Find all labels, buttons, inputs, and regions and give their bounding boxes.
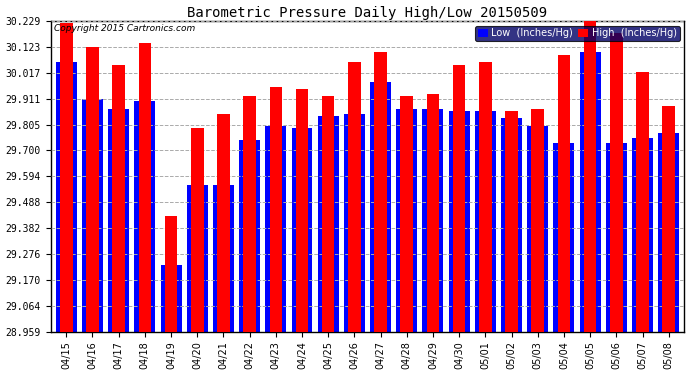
Bar [213,184,234,375]
Bar [112,64,125,375]
Title: Barometric Pressure Daily High/Low 20150509: Barometric Pressure Daily High/Low 20150… [188,6,548,20]
Bar [475,111,496,375]
Bar [344,114,365,375]
Bar [322,96,335,375]
Bar [426,94,440,375]
Bar [505,111,518,375]
Bar [400,96,413,375]
Bar [244,96,256,375]
Bar [662,106,675,375]
Bar [479,62,492,375]
Bar [370,82,391,375]
Bar [453,64,466,375]
Bar [108,109,129,375]
Bar [161,266,181,375]
Bar [610,33,622,375]
Bar [191,128,204,375]
Bar [580,52,600,375]
Bar [396,109,417,375]
Bar [422,109,444,375]
Bar [239,141,260,375]
Bar [135,101,155,375]
Bar [165,216,177,375]
Bar [636,72,649,375]
Bar [60,23,72,375]
Bar [348,62,361,375]
Bar [187,184,208,375]
Legend: Low  (Inches/Hg), High  (Inches/Hg): Low (Inches/Hg), High (Inches/Hg) [475,26,680,41]
Bar [217,114,230,375]
Text: Copyright 2015 Cartronics.com: Copyright 2015 Cartronics.com [54,24,195,33]
Bar [291,128,313,375]
Bar [296,89,308,375]
Bar [606,143,627,375]
Bar [86,47,99,375]
Bar [531,109,544,375]
Bar [558,55,570,375]
Bar [448,111,470,375]
Bar [270,87,282,375]
Bar [527,126,549,375]
Bar [553,143,575,375]
Bar [139,42,151,375]
Bar [266,126,286,375]
Bar [317,116,339,375]
Bar [56,62,77,375]
Bar [584,21,596,375]
Bar [658,133,679,375]
Bar [374,52,387,375]
Bar [501,118,522,375]
Bar [632,138,653,375]
Bar [82,99,103,375]
